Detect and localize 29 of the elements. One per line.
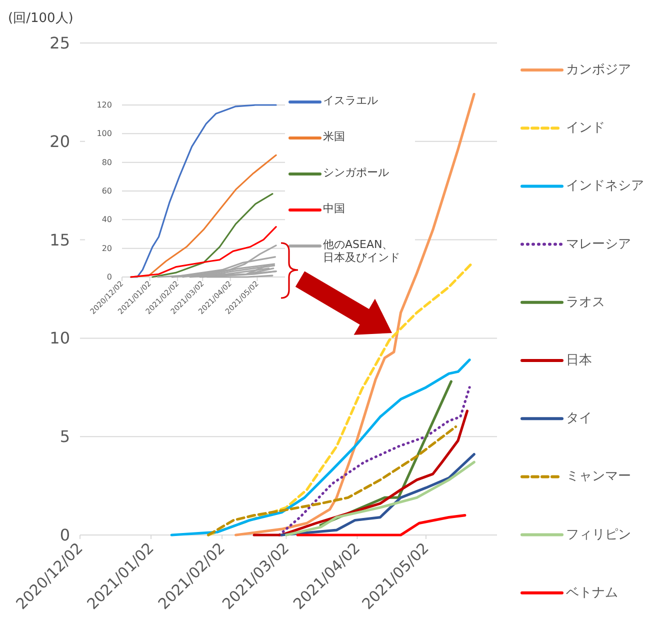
legend-label: 中国 [323,202,346,215]
legend-label: 日本 [566,353,592,368]
y-tick-label: 40 [102,215,112,224]
legend-label: ラオス [566,294,605,310]
y-tick-label: 120 [96,100,112,110]
legend-label: インドネシア [566,178,644,194]
y-tick-label: 20 [102,244,112,253]
legend-label: インド [566,120,605,136]
legend-label: 米国 [323,130,346,143]
y-tick-label: 60 [102,186,112,196]
legend-label: カンボジア [566,62,631,78]
y-axis-title: (回/100人) [8,11,74,26]
y-tick-label: 5 [60,427,70,446]
y-tick-label: 25 [50,34,70,52]
y-tick-label: 10 [50,328,70,348]
y-tick-label: 15 [50,230,70,250]
legend-label: マレーシア [566,236,631,252]
y-tick-label: 0 [60,526,70,544]
y-tick-label: 0 [106,272,112,282]
legend-label: フィリピン [566,527,631,542]
legend-label: イスラエル [323,94,379,107]
legend-label: シンガポール [323,166,390,179]
y-tick-label: 80 [102,158,112,167]
legend-label: ミャンマー [566,469,631,484]
legend-label: ベトナム [566,585,618,600]
legend-label: タイ [566,411,592,426]
y-tick-label: 100 [96,129,112,138]
y-tick-label: 20 [50,132,70,151]
legend-label: 他のASEAN、日本及びインド [323,238,401,264]
